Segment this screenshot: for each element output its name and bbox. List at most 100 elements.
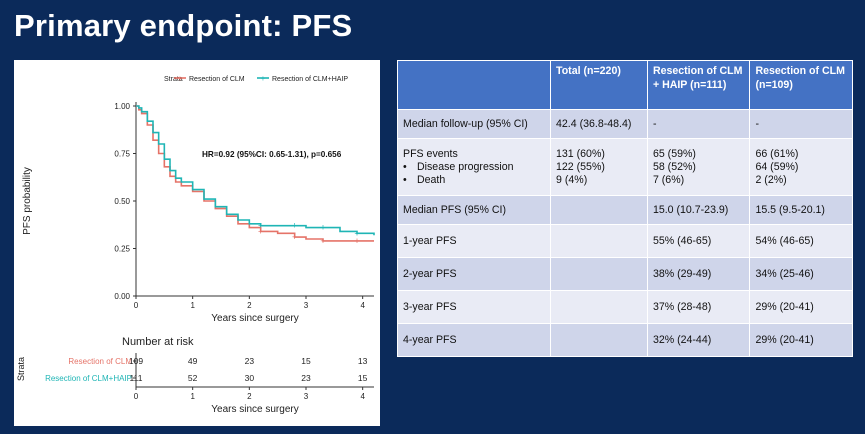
legend-title: Strata [164,76,183,83]
cell-text: 29% (20-41) [755,333,814,346]
table-cell-haip: 37% (28-48) [646,290,751,324]
table-row: Median follow-up (95% CI) 42.4 (36.8-48.4… [396,109,853,139]
table-cell-label: 1-year PFS [396,224,552,258]
table-cell-haip: 65 (59%) 58 (52%) 7 (6%) [646,138,751,196]
cell-text: • Disease progression [403,161,545,174]
table-cell-total [550,195,648,225]
table-row: Median PFS (95% CI) 15.0 (10.7-23.9) 15.5 … [396,195,853,225]
y-tick-label: 0.75 [114,150,130,159]
risk-x-tick-label: 4 [360,392,365,401]
cell-text: 15.0 (10.7-23.9) [652,203,729,216]
censor-mark: + [292,232,297,242]
table-cell-label: 3-year PFS [396,290,552,324]
y-axis-label: PFS probability [22,167,33,235]
risk-table-title: Number at risk [122,336,194,348]
table-cell-label: 4-year PFS [396,323,552,357]
table-row: 2-year PFS 38% (29-49) 34% (25-46) [396,257,853,291]
cell-text: Median follow-up (95% CI) [403,117,528,130]
cell-text: • Death [403,174,545,187]
cell-text: - [755,117,759,130]
table-cell-total [550,323,648,357]
table-cell-label: PFS events • Disease progression • Death [396,138,552,196]
slide-title: Primary endpoint: PFS [14,8,353,43]
table-cell-total: 131 (60%) 122 (55%) 9 (4%) [550,138,648,196]
cell-text: 29% (20-41) [755,300,814,313]
table-cell-haip: - [646,109,751,139]
km-curve-clm [136,105,374,242]
cell-text: 3-year PFS [403,300,457,313]
table-cell-clm: 29% (20-41) [749,290,853,324]
table-header-cell: Resection of CLM (n=109) [749,60,853,110]
cell-text: 38% (29-49) [652,267,712,280]
cell-text: 54% (46-65) [755,234,814,247]
y-tick-label: 0.00 [114,292,130,301]
censor-mark: + [320,236,325,246]
x-tick-label: 3 [304,301,309,310]
cell-bullet-text: Death [417,173,446,186]
table-cell-total: 42.4 (36.8-48.4) [550,109,648,139]
table-header-cell: Resection of CLM + HAIP (n=111) [646,60,751,110]
risk-x-axis-label: Years since surgery [211,404,298,415]
cell-text: 32% (24-44) [652,333,712,346]
risk-value: 15 [358,373,368,383]
cell-text: 37% (28-48) [652,300,712,313]
cell-text: 34% (25-46) [755,267,814,280]
x-tick-label: 2 [247,301,252,310]
y-tick-label: 0.50 [114,197,130,206]
risk-x-tick-label: 1 [190,392,195,401]
cell-text: 65 (59%) [652,147,696,160]
table-row: PFS events • Disease progression • Death 131 … [396,138,853,196]
table-cell-haip: 15.0 (10.7-23.9) [646,195,751,225]
cell-text: 4-year PFS [403,333,457,346]
table-cell-clm: - [749,109,853,139]
risk-value: 15 [301,356,311,366]
cell-text: 42.4 (36.8-48.4) [556,117,632,130]
cell-text: 9 (4%) [556,173,588,186]
risk-x-tick-label: 2 [247,392,252,401]
risk-value: 23 [245,356,255,366]
cell-text: 58 (52%) [652,160,696,173]
table-cell-label: Median follow-up (95% CI) [396,109,552,139]
table-cell-clm: 54% (46-65) [749,224,853,258]
x-axis-label: Years since surgery [211,313,298,324]
legend-label: Resection of CLM+HAIP [272,76,348,83]
table-cell-total [550,224,648,258]
risk-value: 30 [245,373,255,383]
table-cell-total [550,290,648,324]
table-cell-label: 2-year PFS [396,257,552,291]
table-cell-haip: 38% (29-49) [646,257,751,291]
x-tick-label: 0 [134,301,139,310]
cell-text: 7 (6%) [652,173,685,186]
table-header-cell [396,60,552,110]
risk-value: 52 [188,373,198,383]
x-tick-label: 4 [360,301,365,310]
censor-mark: + [258,221,263,231]
cell-text: 131 (60%) [556,147,605,160]
cell-text: 2-year PFS [403,267,457,280]
cell-text: 55% (46-65) [652,234,712,247]
risk-x-tick-label: 0 [134,392,139,401]
legend-label: Resection of CLM [189,76,245,83]
risk-row-label: Resection of CLM+HAIP [45,374,132,383]
risk-value: 49 [188,356,198,366]
y-tick-label: 1.00 [114,102,130,111]
km-curve-clm-haip [136,105,375,236]
table-row: 3-year PFS 37% (28-48) 29% (20-41) [396,290,853,324]
cell-bullet-text: Disease progression [417,160,514,173]
risk-x-tick-label: 3 [304,392,309,401]
cell-text: 66 (61%) [755,147,799,160]
table-cell-clm: 29% (20-41) [749,323,853,357]
cell-text: 15.5 (9.5-20.1) [755,203,825,216]
risk-row-label: Resection of CLM [68,357,132,366]
table-row: 4-year PFS 32% (24-44) 29% (20-41) [396,323,853,357]
cell-text: Median PFS (95% CI) [403,203,507,216]
km-plot: Strata + Resection of CLM + Resection of CLM… [16,74,375,415]
risk-value: 23 [301,373,311,383]
table-cell-total [550,257,648,291]
risk-strata-label: Strata [16,357,26,381]
cell-text: PFS events [403,147,458,160]
cell-text: - [652,117,657,130]
cell-text: 2 (2%) [755,173,787,186]
cell-text: 1-year PFS [403,234,457,247]
censor-mark: + [354,228,359,238]
